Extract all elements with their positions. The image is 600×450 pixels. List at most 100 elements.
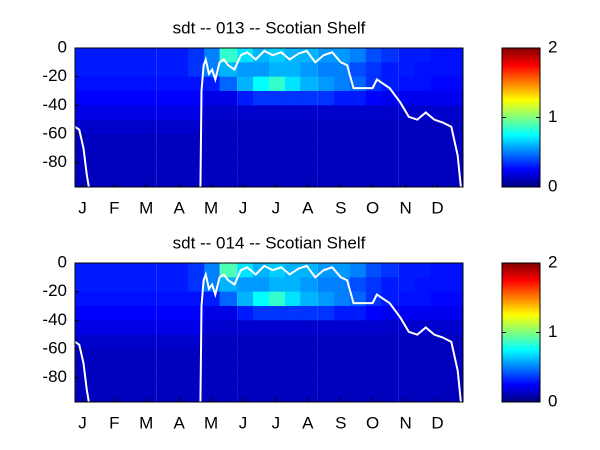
plot-area: [75, 48, 463, 187]
heat-cell: [365, 363, 383, 379]
heat-cell: [123, 291, 140, 307]
heat-cell: [138, 62, 157, 78]
heat-cell: [75, 348, 92, 364]
heat-cell: [333, 90, 351, 106]
colorbar: [501, 47, 541, 188]
heat-cell: [269, 62, 286, 78]
heat-cell: [365, 105, 383, 121]
heat-cell: [237, 263, 254, 278]
mixed-layer-line: [75, 340, 90, 402]
heat-cell: [75, 291, 92, 307]
heat-cell: [156, 391, 173, 402]
heat-cell: [269, 90, 286, 106]
heat-cell: [204, 176, 221, 187]
heat-cell: [317, 391, 335, 402]
heat-cell: [284, 377, 302, 393]
heat-cell: [219, 363, 238, 379]
heat-cell: [446, 90, 463, 106]
heat-cell: [107, 90, 124, 106]
x-tick-label: J: [239, 413, 248, 432]
heat-cell: [365, 148, 383, 164]
heat-cell: [333, 320, 351, 336]
y-tick-label: 0: [58, 37, 67, 56]
heat-cell: [349, 148, 367, 164]
heat-cell: [188, 391, 205, 402]
heat-cell: [156, 176, 173, 187]
heat-cell: [269, 76, 286, 92]
x-tick-label: N: [399, 198, 411, 217]
heat-cell: [398, 90, 416, 106]
heat-cell: [365, 119, 383, 135]
heat-cell: [446, 119, 463, 135]
heat-cell: [269, 119, 286, 135]
heat-cell: [300, 377, 318, 393]
heat-cell: [269, 291, 286, 307]
heat-cell: [300, 133, 318, 149]
x-tick-label: J: [78, 413, 87, 432]
heat-cell: [300, 291, 318, 307]
heat-cell: [398, 148, 416, 164]
heat-cell: [123, 391, 140, 402]
heat-cell: [333, 277, 351, 293]
heat-cell: [349, 305, 367, 321]
heat-cell: [123, 148, 140, 164]
mixed-layer-line: [199, 264, 462, 402]
heat-cell: [219, 76, 238, 92]
heat-cell: [188, 48, 205, 63]
heat-cell: [123, 377, 140, 393]
heat-cell: [381, 320, 399, 336]
heat-cell: [333, 391, 351, 402]
heat-cell: [188, 62, 205, 78]
heat-cell: [156, 291, 173, 307]
heat-cell: [430, 176, 448, 187]
y-tick-label: -60: [42, 123, 67, 142]
heat-cell: [204, 391, 221, 402]
heat-cell: [430, 305, 448, 321]
heat-cell: [284, 320, 302, 336]
heat-cell: [253, 176, 270, 187]
mixed-layer-line: [75, 125, 90, 187]
heat-cell: [138, 277, 157, 293]
heat-cell: [188, 133, 205, 149]
heat-cell: [446, 48, 463, 63]
heat-cell: [188, 176, 205, 187]
heat-cell: [300, 105, 318, 121]
heat-cell: [237, 176, 254, 187]
heat-cell: [107, 363, 124, 379]
heat-cell: [172, 377, 189, 393]
heat-cell: [123, 90, 140, 106]
colorbar-tick-label: 2: [548, 37, 557, 56]
heat-cell: [430, 377, 448, 393]
heat-cell: [414, 334, 432, 350]
heat-cell: [253, 119, 270, 135]
heat-cell: [138, 377, 157, 393]
heat-cell: [398, 291, 416, 307]
heat-cell: [156, 119, 173, 135]
heat-cell: [333, 291, 351, 307]
heat-cell: [91, 62, 108, 78]
heat-cell: [253, 377, 270, 393]
heat-cell: [430, 105, 448, 121]
heat-cell: [107, 105, 124, 121]
heat-cell: [446, 263, 463, 278]
heat-cell: [188, 76, 205, 92]
heat-cell: [446, 176, 463, 187]
x-tick-label: F: [109, 413, 119, 432]
heat-cell: [219, 119, 238, 135]
heat-cell: [284, 105, 302, 121]
heat-cell: [398, 76, 416, 92]
heat-cell: [284, 148, 302, 164]
heat-cell: [446, 62, 463, 78]
heat-cell: [156, 48, 173, 63]
plot-area: [75, 263, 463, 402]
heat-cell: [75, 162, 92, 178]
heat-cell: [204, 305, 221, 321]
x-tick-label: M: [204, 198, 218, 217]
heat-cell: [269, 148, 286, 164]
heat-cell: [204, 76, 221, 92]
heat-cell: [156, 320, 173, 336]
heat-cell: [446, 334, 463, 350]
heat-cell: [398, 334, 416, 350]
heat-cell: [284, 176, 302, 187]
heat-cell: [123, 305, 140, 321]
